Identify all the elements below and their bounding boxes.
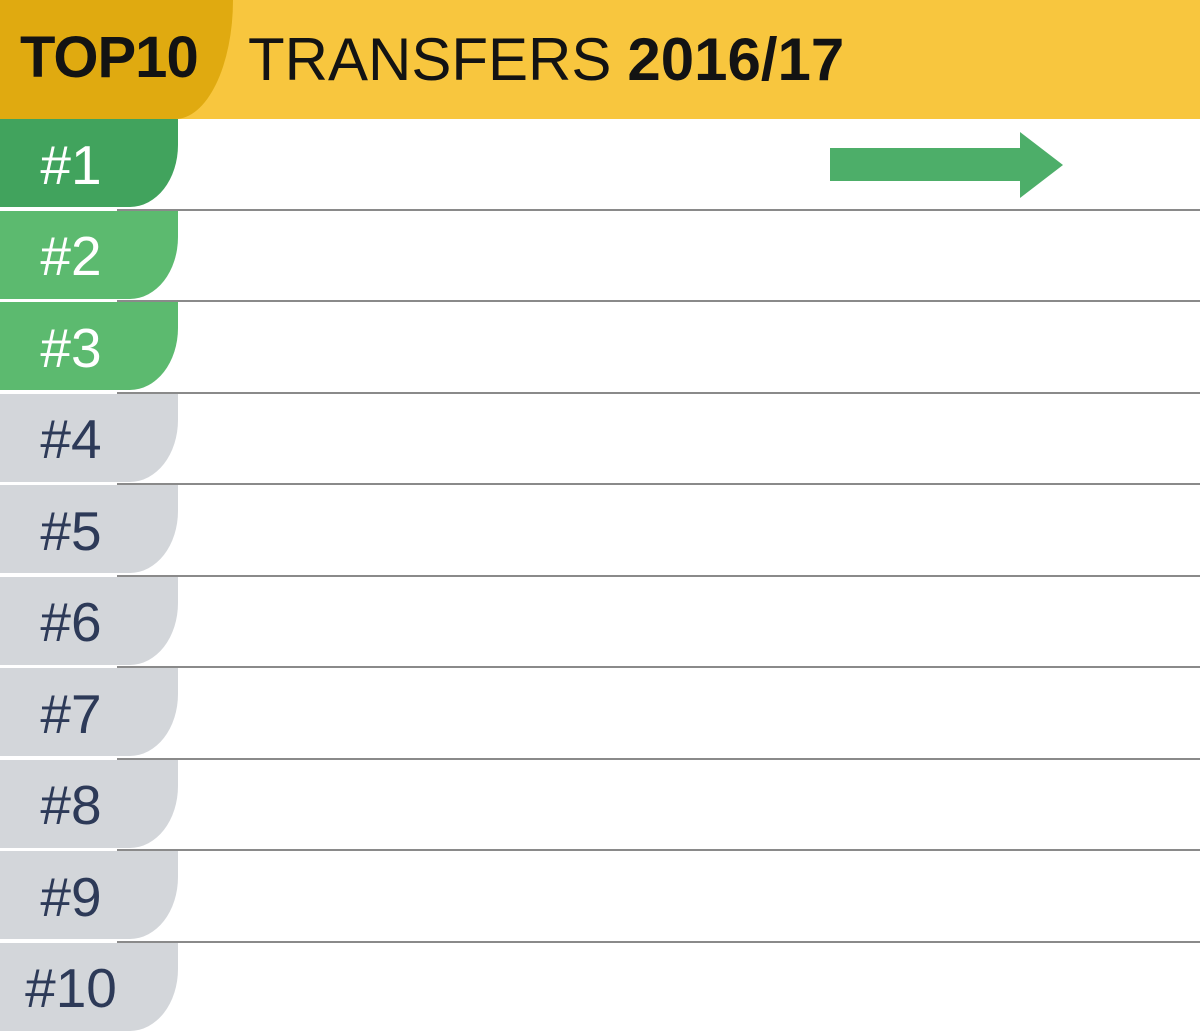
rank-badge: #10 (0, 942, 178, 1031)
top10-ribbon: TOP10 (0, 0, 233, 119)
row-separator (117, 666, 1200, 668)
row-separator (117, 757, 1200, 760)
rank-badge: #8 (0, 759, 178, 848)
page-title: TRANSFERS 2016/17 (248, 0, 844, 119)
rank-badge-label: #10 (25, 957, 117, 1019)
title-transfers: TRANSFERS (248, 25, 612, 93)
rank-row-1: #1 (0, 119, 1200, 211)
rank-badge-label: #7 (40, 682, 102, 745)
row-separator (117, 208, 1200, 211)
rank-badge-label: #5 (40, 499, 102, 562)
rank-badge: #5 (0, 485, 178, 573)
rank-row-8: #8 (0, 759, 1200, 851)
title-season: 2016/17 (627, 25, 845, 93)
rank-row-4: #4 (0, 393, 1200, 485)
rank-badge: #2 (0, 210, 178, 299)
header: TOP10 TRANSFERS 2016/17 (0, 0, 1200, 119)
row-separator (117, 940, 1200, 943)
rank-badge-label: #2 (40, 225, 102, 287)
rank-badge-label: #4 (40, 408, 102, 470)
rank-badge-label: #6 (40, 591, 102, 653)
rank-rows: #1 #2 #3 (0, 119, 1200, 1034)
row-separator (117, 483, 1200, 485)
row-separator (117, 849, 1200, 851)
rank-badge: #6 (0, 576, 178, 665)
rank-row-10: #10 (0, 942, 1200, 1034)
rank-badge: #4 (0, 393, 178, 482)
rank-badge: #7 (0, 668, 178, 756)
rank-badge-label: #9 (40, 865, 102, 928)
rank-row-2: #2 (0, 210, 1200, 302)
row-separator (117, 574, 1200, 577)
row-separator (117, 300, 1200, 302)
rank-badge-label: #1 (40, 133, 102, 196)
rank-row-3: #3 (0, 302, 1200, 394)
rank-row-7: #7 (0, 668, 1200, 760)
rank-badge: #9 (0, 851, 178, 939)
rank-badge: #3 (0, 302, 178, 390)
right-arrow-icon (830, 131, 1063, 198)
rank-badge: #1 (0, 119, 178, 207)
rank-badge-label: #3 (40, 316, 102, 379)
rank-row-6: #6 (0, 576, 1200, 668)
rank-row-5: #5 (0, 485, 1200, 577)
rank-row-9: #9 (0, 851, 1200, 943)
rank-badge-label: #8 (40, 774, 102, 836)
top10-label: TOP10 (20, 24, 199, 90)
row-separator (117, 391, 1200, 394)
